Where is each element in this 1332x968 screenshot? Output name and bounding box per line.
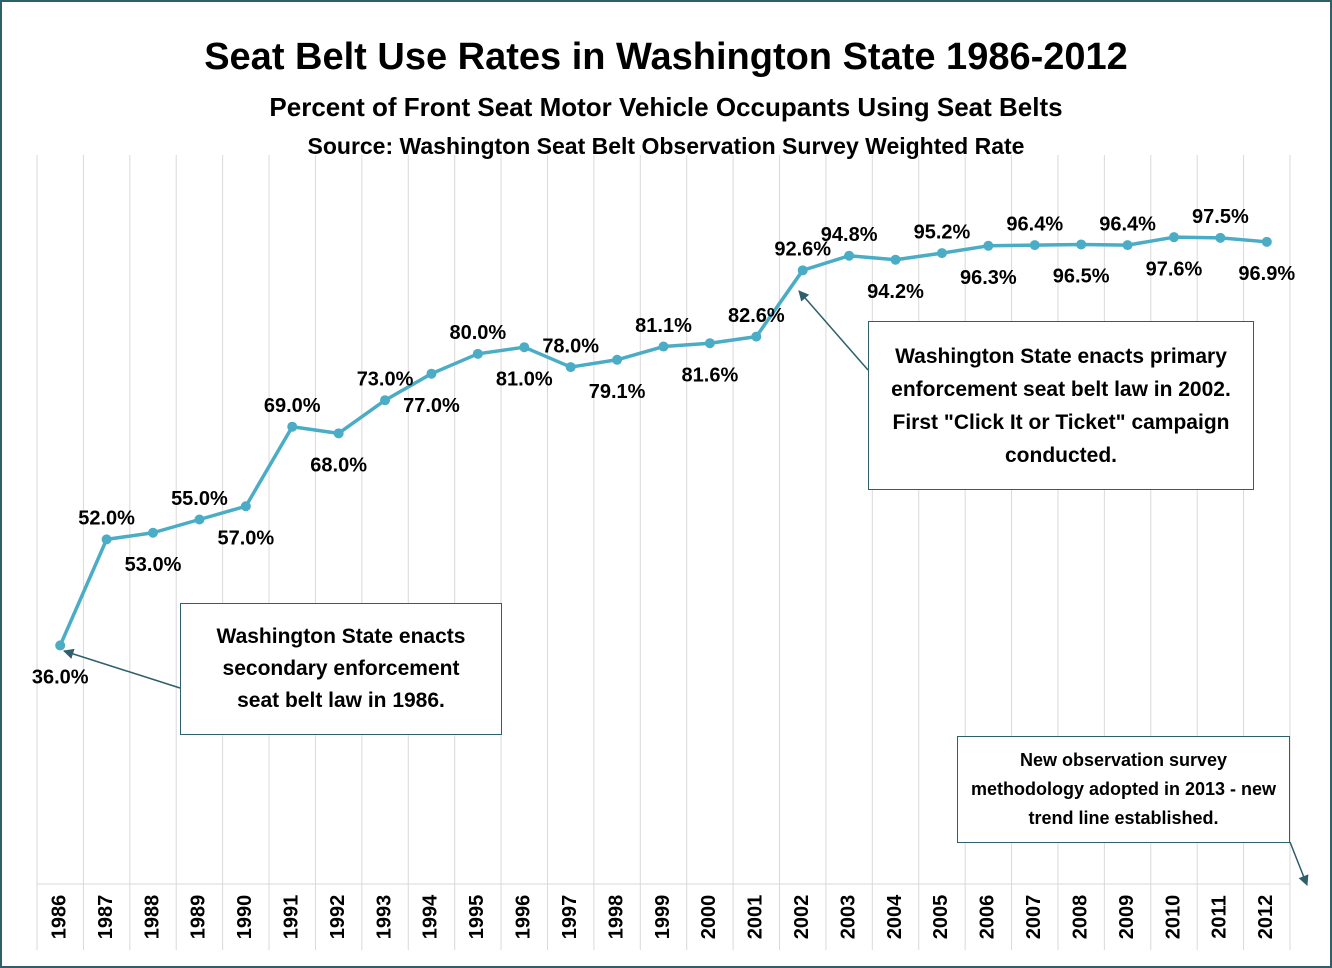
marker <box>890 254 901 265</box>
marker <box>519 342 530 353</box>
x-tick-label: 2003 <box>837 895 859 940</box>
data-label: 94.2% <box>867 281 924 303</box>
data-label: 97.6% <box>1146 258 1203 280</box>
x-tick-label: 2001 <box>745 895 767 940</box>
grid <box>36 155 1291 950</box>
data-label: 96.4% <box>1006 213 1063 235</box>
data-label: 92.6% <box>774 239 831 261</box>
data-label: 96.3% <box>960 267 1017 289</box>
marker <box>1215 232 1226 243</box>
x-tick-label: 1986 <box>48 895 70 940</box>
x-tick-label: 1998 <box>605 895 627 940</box>
marker <box>936 248 947 259</box>
annotation: Washington State enacts secondary enforc… <box>180 603 502 735</box>
x-tick-label: 1999 <box>652 895 674 940</box>
marker <box>101 534 112 545</box>
marker <box>194 514 205 525</box>
data-label: 81.6% <box>682 364 739 386</box>
chart-subtitle: Percent of Front Seat Motor Vehicle Occu… <box>269 92 1063 122</box>
marker <box>148 527 159 538</box>
x-tick-label: 1990 <box>234 895 256 940</box>
data-label: 52.0% <box>78 508 135 530</box>
chart-title: Seat Belt Use Rates in Washington State … <box>204 36 1128 78</box>
data-label: 80.0% <box>450 322 507 344</box>
marker <box>751 331 762 342</box>
x-tick-label: 2005 <box>930 895 952 940</box>
data-label: 36.0% <box>32 667 89 689</box>
data-label: 53.0% <box>125 554 182 576</box>
x-tick-label: 2008 <box>1069 895 1091 940</box>
x-tick-label: 2012 <box>1255 895 1277 940</box>
annotation: New observation survey methodology adopt… <box>957 736 1290 843</box>
marker <box>612 354 623 365</box>
data-label: 96.9% <box>1238 263 1295 285</box>
marker <box>287 421 298 432</box>
arrow <box>798 290 869 371</box>
data-label: 81.0% <box>496 368 553 390</box>
x-tick-label: 1987 <box>95 895 117 940</box>
marker <box>844 250 855 261</box>
x-tick-label: 2010 <box>1162 895 1184 940</box>
x-tick-label: 1994 <box>420 894 442 939</box>
data-label: 69.0% <box>264 395 321 417</box>
x-tick-label: 1996 <box>513 895 535 940</box>
marker <box>472 348 483 359</box>
marker <box>1029 240 1040 251</box>
x-tick-label: 1989 <box>188 895 210 940</box>
x-tick-label: 2000 <box>698 895 720 940</box>
arrow <box>62 648 181 689</box>
x-tick-label: 1993 <box>373 895 395 940</box>
marker <box>1076 239 1087 250</box>
marker <box>426 368 437 379</box>
x-tick-label: 1991 <box>281 895 303 940</box>
marker <box>1122 240 1133 251</box>
data-label: 57.0% <box>217 528 274 550</box>
x-tick-label: 2006 <box>977 895 999 940</box>
marker <box>983 240 994 251</box>
data-label: 82.6% <box>728 305 785 327</box>
x-tick-label: 1997 <box>559 895 581 940</box>
marker <box>1168 232 1179 243</box>
data-label: 96.5% <box>1053 266 1110 288</box>
data-label: 96.4% <box>1099 213 1156 235</box>
x-tick-label: 2004 <box>884 894 906 939</box>
data-label: 81.1% <box>635 315 692 337</box>
marker <box>658 341 669 352</box>
data-label: 97.5% <box>1192 206 1249 228</box>
x-tick-label: 2002 <box>791 895 813 940</box>
x-tick-label: 2009 <box>1116 895 1138 940</box>
data-label: 95.2% <box>914 221 971 243</box>
marker <box>55 640 66 651</box>
data-label: 55.0% <box>171 488 228 510</box>
marker <box>380 395 391 406</box>
x-tick-label: 1988 <box>141 895 163 940</box>
chart-source: Source: Washington Seat Belt Observation… <box>307 133 1025 159</box>
x-tick-label: 1992 <box>327 895 349 940</box>
marker <box>333 428 344 439</box>
x-tick-label: 2007 <box>1023 895 1045 940</box>
data-label: 78.0% <box>542 335 599 357</box>
arrow <box>1289 841 1309 886</box>
plot: 1986 1987 1988 1989 1990 1991 1992 1993 1994 1995… <box>32 206 1296 939</box>
marker <box>240 501 251 512</box>
data-label: 77.0% <box>403 395 460 417</box>
marker <box>565 362 576 373</box>
data-label: 94.8% <box>821 224 878 246</box>
data-label: 68.0% <box>310 455 367 477</box>
data-label: 79.1% <box>589 381 646 403</box>
annotation: Washington State enacts primary enforcem… <box>868 321 1254 490</box>
x-tick-label: 1995 <box>466 895 488 940</box>
marker <box>704 338 715 349</box>
marker <box>1261 236 1272 247</box>
data-label: 73.0% <box>357 368 414 390</box>
marker <box>797 265 808 276</box>
x-tick-label: 2011 <box>1209 895 1231 938</box>
